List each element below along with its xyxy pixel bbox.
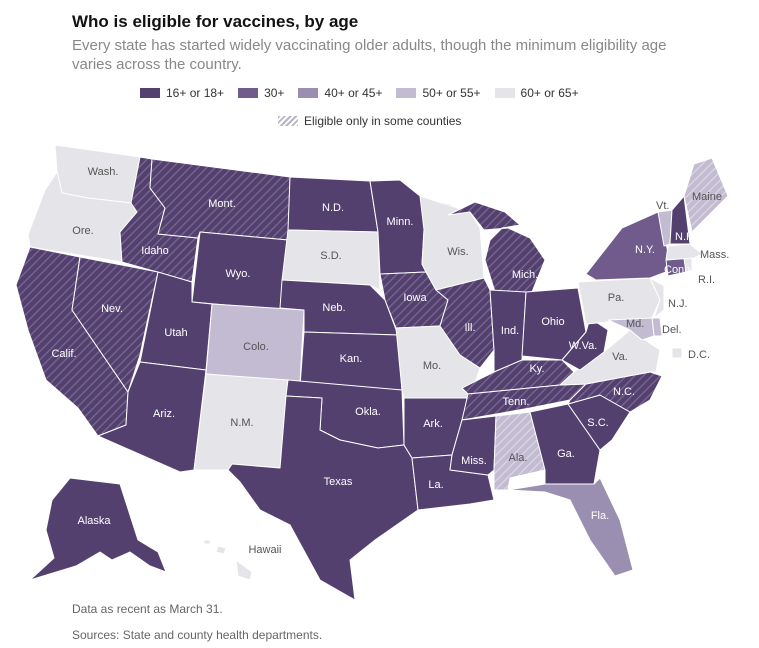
label-nc: N.C. xyxy=(613,386,635,398)
label-alaska: Alaska xyxy=(77,515,111,527)
label-ohio: Ohio xyxy=(541,316,564,328)
label-ny: N.Y. xyxy=(635,244,655,256)
label-ind: Ind. xyxy=(501,325,519,337)
label-sd: S.D. xyxy=(320,250,341,262)
label-del: Del. xyxy=(662,324,682,336)
label-pa: Pa. xyxy=(608,292,625,304)
legend-label: 50+ or 55+ xyxy=(422,86,481,100)
label-mass: Mass. xyxy=(700,249,729,261)
state-labels: Wash. Ore. Calif. Idaho Nev. Mont. Wyo. … xyxy=(51,166,729,556)
label-kan: Kan. xyxy=(340,353,363,365)
state-nj xyxy=(649,277,665,319)
label-md: Md. xyxy=(626,318,644,330)
label-hawaii: Hawaii xyxy=(248,544,281,556)
label-utah: Utah xyxy=(164,327,187,339)
label-ill: Ill. xyxy=(465,322,476,334)
label-ala: Ala. xyxy=(509,452,528,464)
label-vt: Vt. xyxy=(656,200,669,212)
label-nj: N.J. xyxy=(668,298,688,310)
legend-swatch xyxy=(494,88,515,98)
legend-label: 30+ xyxy=(264,86,285,100)
label-idaho: Idaho xyxy=(141,245,169,257)
label-conn: Conn. xyxy=(664,264,693,276)
state-hawaii xyxy=(203,539,253,581)
state-ill xyxy=(435,277,495,369)
legend-item-30: 30+ xyxy=(238,86,284,100)
legend-label: 40+ or 45+ xyxy=(324,86,383,100)
state-nev xyxy=(71,256,159,393)
label-nev: Nev. xyxy=(101,303,123,315)
data-as-of-note: Data as recent as March 31. xyxy=(72,602,223,616)
label-calif: Calif. xyxy=(51,348,76,360)
state-maine xyxy=(683,157,729,233)
label-ri: R.I. xyxy=(698,274,715,286)
label-ark: Ark. xyxy=(423,418,443,430)
state-ny xyxy=(585,211,669,281)
label-neb: Neb. xyxy=(322,302,345,314)
label-okla: Okla. xyxy=(355,406,381,418)
label-mo: Mo. xyxy=(423,360,441,372)
legend-item-16-18: 16+ or 18+ xyxy=(140,86,224,100)
label-tenn: Tenn. xyxy=(503,396,530,408)
legend-swatch xyxy=(298,88,319,98)
state-fla xyxy=(507,477,634,577)
label-wva: W.Va. xyxy=(569,340,598,352)
label-nm: N.M. xyxy=(230,417,253,429)
chart-title: Who is eligible for vaccines, by age xyxy=(72,12,359,31)
state-alaska xyxy=(29,477,167,581)
label-fla: Fla. xyxy=(591,510,609,522)
legend-item-60-65: 60+ or 65+ xyxy=(494,86,579,100)
label-la: La. xyxy=(428,479,443,491)
state-texas xyxy=(227,395,419,601)
legend-item-50-55: 50+ or 55+ xyxy=(396,86,481,100)
state-nc xyxy=(567,371,663,413)
legend-swatch xyxy=(238,88,259,98)
label-wash: Wash. xyxy=(88,166,119,178)
label-va: Va. xyxy=(612,351,628,363)
hatch-legend: Eligible only in some counties xyxy=(278,114,461,128)
label-ariz: Ariz. xyxy=(153,408,175,420)
chart-subtitle: Every state has started widely vaccinati… xyxy=(72,37,667,73)
label-wyo: Wyo. xyxy=(226,268,251,280)
hatch-legend-label: Eligible only in some counties xyxy=(304,114,462,128)
state-mass xyxy=(665,243,703,261)
label-wis: Wis. xyxy=(447,246,468,258)
label-maine: Maine xyxy=(692,191,722,203)
state-dc xyxy=(671,347,683,359)
label-nd: N.D. xyxy=(322,202,344,214)
label-sc: S.C. xyxy=(587,417,608,429)
legend-item-40-45: 40+ or 45+ xyxy=(298,86,382,100)
label-iowa: Iowa xyxy=(403,292,427,304)
state-nh xyxy=(669,195,691,245)
label-ky: Ky. xyxy=(529,363,544,375)
label-mich: Mich. xyxy=(512,269,538,281)
label-texas: Texas xyxy=(324,476,353,488)
state-sd xyxy=(281,229,381,291)
legend-swatch xyxy=(396,88,417,98)
state-md xyxy=(607,317,655,341)
label-nh: N.H. xyxy=(675,231,697,243)
label-minn: Minn. xyxy=(387,216,414,228)
footnotes: Data as recent as March 31. Sources: Sta… xyxy=(72,596,322,648)
legend-swatch xyxy=(140,88,160,98)
label-miss: Miss. xyxy=(461,455,487,467)
label-dc: D.C. xyxy=(688,349,710,361)
state-wva xyxy=(561,317,609,371)
label-mont: Mont. xyxy=(208,198,236,210)
hatch-swatch xyxy=(278,116,298,126)
label-ore: Ore. xyxy=(72,225,93,237)
label-colo: Colo. xyxy=(243,341,269,353)
color-legend: 16+ or 18+ 30+ 40+ or 45+ 50+ or 55+ 60+… xyxy=(140,86,579,100)
sources-note: Sources: State and county health departm… xyxy=(72,628,323,642)
label-ga: Ga. xyxy=(557,448,575,460)
legend-label: 60+ or 65+ xyxy=(520,86,579,100)
legend-label: 16+ or 18+ xyxy=(166,86,225,100)
